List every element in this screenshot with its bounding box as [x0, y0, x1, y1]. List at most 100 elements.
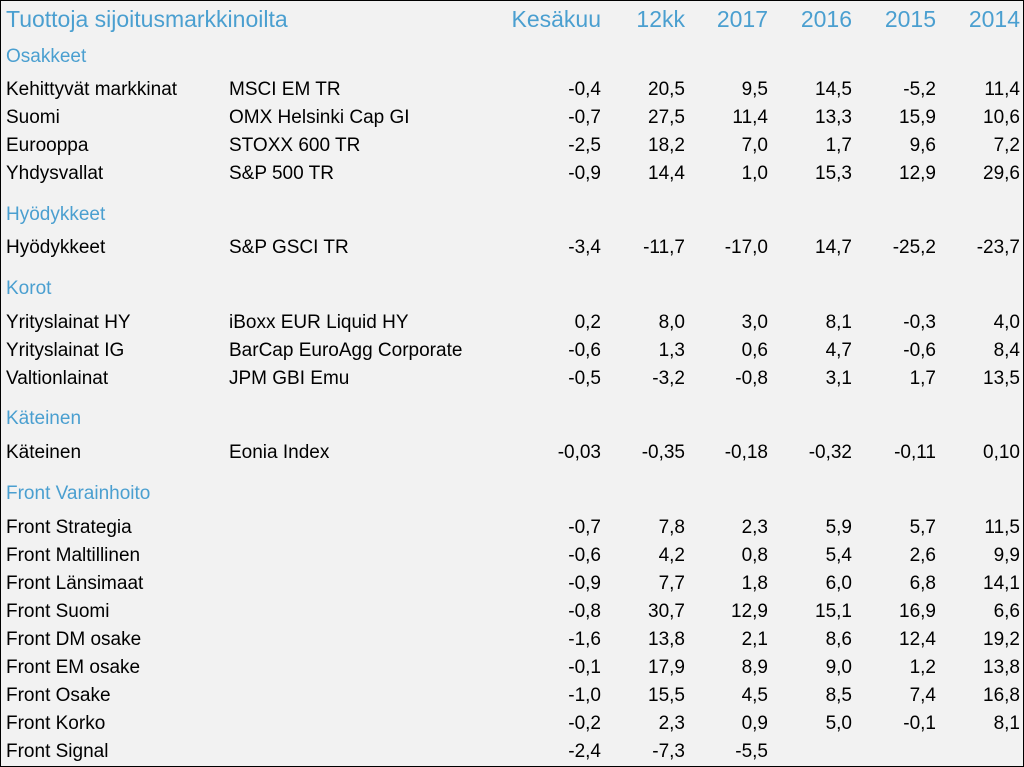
- value-kesakuu: -0,2: [568, 713, 601, 734]
- value-2016: [762, 738, 852, 766]
- index-name: OMX Helsinki Cap GI: [229, 107, 410, 128]
- value-2017: 2,1: [741, 629, 768, 650]
- section-label: Hyödykkeet: [6, 204, 106, 225]
- value-2017: 1,8: [741, 573, 768, 594]
- value-2014: 13,8: [983, 657, 1020, 678]
- value-2015: -25,2: [892, 237, 936, 258]
- value-12kk: 7,7: [658, 573, 685, 594]
- value-2015: -0,6: [903, 340, 936, 361]
- value-2017: 7,0: [741, 135, 768, 156]
- value-2016: 14,5: [815, 79, 852, 100]
- value-2014: 11,5: [984, 517, 1020, 538]
- table-row: Valtionlainat JPM GBI Emu -0,5 -3,2 -0,8…: [1, 365, 1024, 393]
- value-12kk: 4,2: [658, 545, 685, 566]
- value-2017: 3,0: [741, 312, 768, 333]
- value-2016: 5,0: [825, 713, 852, 734]
- asset-name: Hyödykkeet: [6, 237, 106, 258]
- value-kesakuu: -0,6: [568, 340, 601, 361]
- value-kesakuu: -0,5: [568, 368, 601, 389]
- value-12kk: 2,3: [658, 713, 685, 734]
- value-2014: 8,4: [993, 340, 1020, 361]
- value-2014: 29,6: [983, 163, 1020, 184]
- value-2014: 8,1: [993, 713, 1020, 734]
- fund-name: Front EM osake: [6, 657, 141, 678]
- value-2015: 7,4: [909, 685, 936, 706]
- value-2015: 5,7: [909, 517, 936, 538]
- table-row: Front DM osake -1,6 13,8 2,1 8,6 12,4 19…: [1, 626, 1024, 654]
- fund-name: Front Signal: [6, 741, 109, 762]
- value-kesakuu: -0,9: [568, 163, 601, 184]
- table-row: Yhdysvallat S&P 500 TR -0,9 14,4 1,0 15,…: [1, 160, 1024, 188]
- value-2014: 14,1: [983, 573, 1020, 594]
- value-12kk: 18,2: [648, 135, 685, 156]
- value-2017: 11,4: [732, 107, 768, 128]
- value-2017: 12,9: [731, 601, 768, 622]
- asset-name: Yrityslainat IG: [6, 340, 125, 361]
- value-12kk: -0,35: [641, 442, 685, 463]
- value-12kk: -11,7: [643, 237, 685, 258]
- value-2016: 13,3: [815, 107, 852, 128]
- column-header-kesakuu: Kesäkuu: [511, 6, 601, 32]
- value-2016: 6,0: [825, 573, 852, 594]
- column-header-2014: 2014: [968, 6, 1020, 32]
- table-row: Front Korko -0,2 2,3 0,9 5,0 -0,1 8,1: [1, 710, 1024, 738]
- asset-name: Eurooppa: [6, 135, 89, 156]
- value-12kk: 27,5: [648, 107, 685, 128]
- section-header-hyodykkeet: Hyödykkeet: [1, 201, 1024, 229]
- value-2015: 16,9: [899, 601, 936, 622]
- value-2014: 6,6: [993, 601, 1020, 622]
- table-row: Front Länsimaat -0,9 7,7 1,8 6,0 6,8 14,…: [1, 570, 1024, 598]
- index-name: BarCap EuroAgg Corporate: [229, 340, 463, 361]
- index-name: S&P 500 TR: [229, 163, 334, 184]
- section-header-osakkeet: Osakkeet: [1, 43, 1024, 71]
- value-12kk: 7,8: [658, 517, 685, 538]
- value-2015: 1,7: [909, 368, 936, 389]
- value-2017: 0,6: [741, 340, 768, 361]
- value-2017: 8,9: [741, 657, 768, 678]
- value-2015: 9,6: [909, 135, 936, 156]
- table-row: Kehittyvät markkinat MSCI EM TR -0,4 20,…: [1, 76, 1024, 104]
- value-2016: 8,5: [825, 685, 852, 706]
- value-2015: 15,9: [899, 107, 936, 128]
- value-kesakuu: -0,03: [557, 442, 601, 463]
- value-12kk: 1,3: [658, 340, 685, 361]
- index-name: MSCI EM TR: [229, 79, 341, 100]
- asset-name: Suomi: [6, 107, 60, 128]
- value-2017: 4,5: [741, 685, 768, 706]
- value-2014: 10,6: [983, 107, 1020, 128]
- value-12kk: 8,0: [658, 312, 685, 333]
- value-2015: -0,1: [903, 713, 936, 734]
- value-2015: -0,3: [903, 312, 936, 333]
- value-2017: -17,0: [724, 237, 768, 258]
- column-header-12kk: 12kk: [636, 6, 685, 32]
- value-2016: 8,1: [825, 312, 852, 333]
- table-row: Käteinen Eonia Index -0,03 -0,35 -0,18 -…: [1, 439, 1024, 467]
- table-row: Front Strategia -0,7 7,8 2,3 5,9 5,7 11,…: [1, 514, 1024, 542]
- table-row: Yrityslainat IG BarCap EuroAgg Corporate…: [1, 337, 1024, 365]
- value-12kk: 17,9: [648, 657, 685, 678]
- value-2015: -0,11: [894, 442, 936, 463]
- value-2017: -0,18: [724, 442, 768, 463]
- index-name: JPM GBI Emu: [229, 368, 350, 389]
- value-2017: 0,8: [741, 545, 768, 566]
- value-2014: -23,7: [976, 237, 1020, 258]
- table-title: Tuottoja sijoitusmarkkinoilta: [6, 6, 288, 32]
- index-name: Eonia Index: [229, 442, 330, 463]
- table-row: Front Suomi -0,8 30,7 12,9 15,1 16,9 6,6: [1, 598, 1024, 626]
- value-2014: 13,5: [983, 368, 1020, 389]
- table-row: Suomi OMX Helsinki Cap GI -0,7 27,5 11,4…: [1, 104, 1024, 132]
- value-12kk: -7,3: [652, 741, 685, 762]
- value-2014: 4,0: [993, 312, 1020, 333]
- fund-name: Front Länsimaat: [6, 573, 144, 594]
- section-header-kateinen: Käteinen: [1, 405, 1024, 433]
- value-12kk: 15,5: [648, 685, 685, 706]
- value-2014: 19,2: [983, 629, 1020, 650]
- value-2016: 15,1: [815, 601, 852, 622]
- value-2016: 4,7: [825, 340, 852, 361]
- value-2016: 8,6: [825, 629, 852, 650]
- value-kesakuu: -1,6: [568, 629, 601, 650]
- value-2017: 0,9: [741, 713, 768, 734]
- column-header-2015: 2015: [884, 6, 936, 32]
- value-2014: 11,4: [984, 79, 1020, 100]
